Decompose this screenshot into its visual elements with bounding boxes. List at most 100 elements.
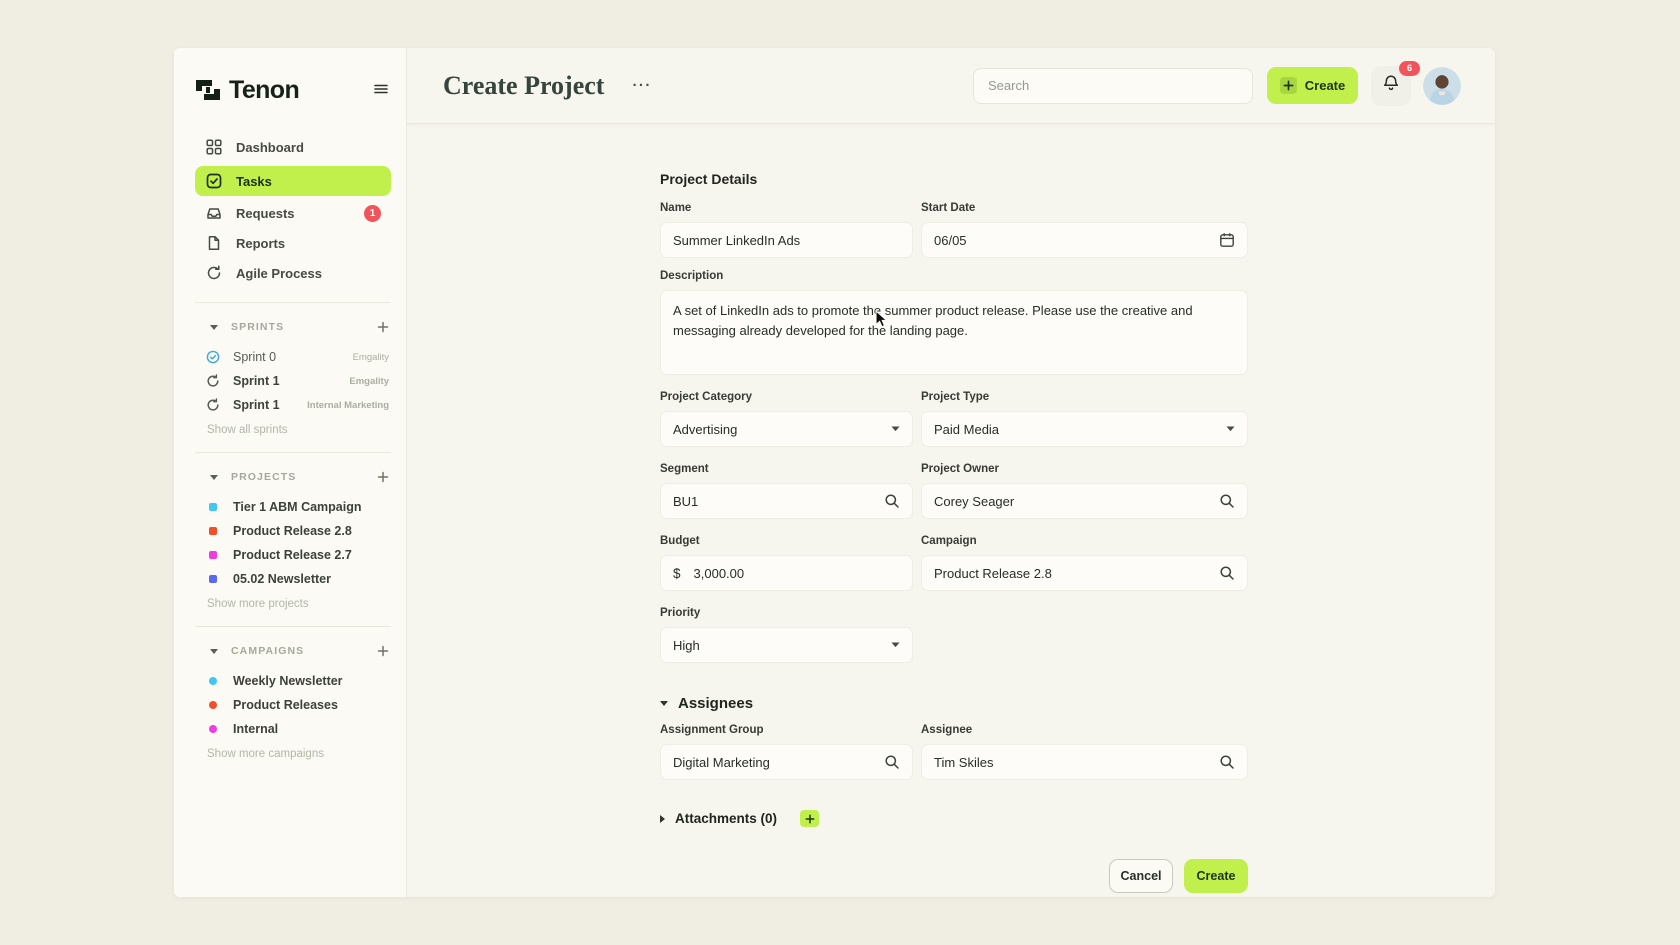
sidebar-item-tasks[interactable]: Tasks <box>195 166 391 196</box>
project-owner-field[interactable]: Corey Seager <box>921 483 1248 519</box>
cancel-button[interactable]: Cancel <box>1109 859 1173 893</box>
assignee-field[interactable]: Tim Skiles <box>921 744 1248 780</box>
search-icon <box>1219 565 1235 581</box>
caret-down-icon <box>660 701 668 706</box>
nav-label: Tasks <box>236 173 272 189</box>
sidebar-item-requests[interactable]: Requests 1 <box>195 198 391 228</box>
sidebar-item-agile-process[interactable]: Agile Process <box>195 258 391 288</box>
project-type-select[interactable]: Paid Media <box>921 411 1248 447</box>
hamburger-menu-icon[interactable] <box>373 81 391 99</box>
form-section-heading: Project Details <box>660 171 758 187</box>
currency-symbol: $ <box>673 565 681 581</box>
attachments-heading: Attachments (0) <box>675 811 778 826</box>
start-date-field[interactable]: 06/05 <box>921 222 1248 258</box>
assignee-label: Assignee <box>921 724 973 736</box>
sprints-list: Sprint 0 Emgality Sprint 1 Emgality Spri… <box>195 345 391 417</box>
sprint-label: Sprint 0 <box>233 350 277 364</box>
project-category-label: Project Category <box>660 391 753 403</box>
campaign-color-dot <box>209 725 217 733</box>
project-color-chip <box>209 503 217 511</box>
grid-icon <box>206 139 222 155</box>
create-button[interactable]: Create <box>1267 67 1358 104</box>
budget-field[interactable]: $ 3,000.00 <box>660 555 913 591</box>
show-all-sprints-link[interactable]: Show all sprints <box>207 424 288 436</box>
assignees-section-toggle[interactable]: Assignees <box>660 695 1248 712</box>
project-item[interactable]: 05.02 Newsletter <box>195 567 391 591</box>
check-circle-icon <box>206 350 220 364</box>
notifications-button[interactable]: 6 <box>1371 60 1420 106</box>
user-avatar[interactable] <box>1423 66 1461 105</box>
caret-down-icon <box>891 642 900 648</box>
project-item[interactable]: Product Release 2.8 <box>195 519 391 543</box>
document-icon <box>206 235 222 251</box>
caret-right-icon <box>660 814 665 823</box>
attachments-section-toggle[interactable]: Attachments (0) <box>660 810 1248 827</box>
sidebar-nav: Dashboard Tasks Requests 1 Reports <box>195 132 391 288</box>
calendar-icon <box>1219 232 1235 248</box>
sprint-tag: Internal Marketing <box>307 399 389 411</box>
create-project-form: Project Details Name Summer LinkedIn Ads… <box>660 125 1248 893</box>
search-icon <box>884 754 900 770</box>
name-field[interactable]: Summer LinkedIn Ads <box>660 222 913 258</box>
name-label: Name <box>660 202 692 214</box>
campaign-label: Internal <box>233 722 279 736</box>
add-attachment-button[interactable] <box>800 810 820 827</box>
campaign-item[interactable]: Product Releases <box>195 693 391 717</box>
project-owner-value: Corey Seager <box>934 493 1015 509</box>
add-sprint-icon[interactable] <box>377 321 389 333</box>
nav-label: Requests <box>236 205 295 221</box>
campaign-label: Product Releases <box>233 698 338 712</box>
sidebar-item-dashboard[interactable]: Dashboard <box>195 132 391 162</box>
show-more-projects-link[interactable]: Show more projects <box>207 598 309 610</box>
project-item[interactable]: Product Release 2.7 <box>195 543 391 567</box>
project-category-select[interactable]: Advertising <box>660 411 913 447</box>
campaign-field[interactable]: Product Release 2.8 <box>921 555 1248 591</box>
cycle-icon <box>206 265 222 281</box>
chevron-down-icon <box>210 648 218 654</box>
app-window: Tenon Dashboard Tasks <box>174 48 1495 897</box>
requests-count-badge: 1 <box>364 204 381 222</box>
sprint-label: Sprint 1 <box>233 374 280 388</box>
sprint-item[interactable]: Sprint 1 Emgality <box>195 369 391 393</box>
projects-section-header[interactable]: PROJECTS <box>195 466 391 488</box>
description-label: Description <box>660 270 724 282</box>
priority-select[interactable]: High <box>660 627 913 663</box>
inbox-icon <box>206 205 222 221</box>
campaign-item[interactable]: Weekly Newsletter <box>195 669 391 693</box>
overflow-menu-icon[interactable]: ··· <box>632 77 652 94</box>
show-more-campaigns-link[interactable]: Show more campaigns <box>207 748 324 760</box>
form-actions: Cancel Create <box>660 859 1248 893</box>
logo-text: Tenon <box>229 75 300 104</box>
project-category-value: Advertising <box>673 421 738 437</box>
sprints-section-header[interactable]: SPRINTS <box>195 316 391 338</box>
sidebar: Tenon Dashboard Tasks <box>174 48 407 897</box>
add-project-icon[interactable] <box>377 471 389 483</box>
sprint-tag: Emgality <box>349 375 389 387</box>
campaign-color-dot <box>209 701 217 709</box>
assignee-value: Tim Skiles <box>934 754 994 770</box>
project-label: Product Release 2.7 <box>233 548 352 562</box>
sidebar-item-reports[interactable]: Reports <box>195 228 391 258</box>
campaign-item[interactable]: Internal <box>195 717 391 741</box>
nav-label: Agile Process <box>236 265 322 281</box>
description-field[interactable]: A set of LinkedIn ads to promote the sum… <box>660 290 1248 375</box>
search-input[interactable] <box>973 67 1253 104</box>
project-label: Product Release 2.8 <box>233 524 352 538</box>
segment-field[interactable]: BU1 <box>660 483 913 519</box>
budget-label: Budget <box>660 535 700 547</box>
project-type-label: Project Type <box>921 391 990 403</box>
assignment-group-field[interactable]: Digital Marketing <box>660 744 913 780</box>
sprint-item[interactable]: Sprint 1 Internal Marketing <box>195 393 391 417</box>
create-submit-button[interactable]: Create <box>1184 859 1248 893</box>
sidebar-divider <box>195 452 391 453</box>
chevron-down-icon <box>210 324 218 330</box>
caret-down-icon <box>891 426 900 432</box>
sprint-tag: Emgality <box>352 351 389 363</box>
campaigns-section-header[interactable]: CAMPAIGNS <box>195 640 391 662</box>
add-campaign-icon[interactable] <box>377 645 389 657</box>
sprint-item[interactable]: Sprint 0 Emgality <box>195 345 391 369</box>
project-item[interactable]: Tier 1 ABM Campaign <box>195 495 391 519</box>
section-title: PROJECTS <box>231 471 297 483</box>
projects-list: Tier 1 ABM Campaign Product Release 2.8 … <box>195 495 391 591</box>
sidebar-divider <box>195 302 391 303</box>
